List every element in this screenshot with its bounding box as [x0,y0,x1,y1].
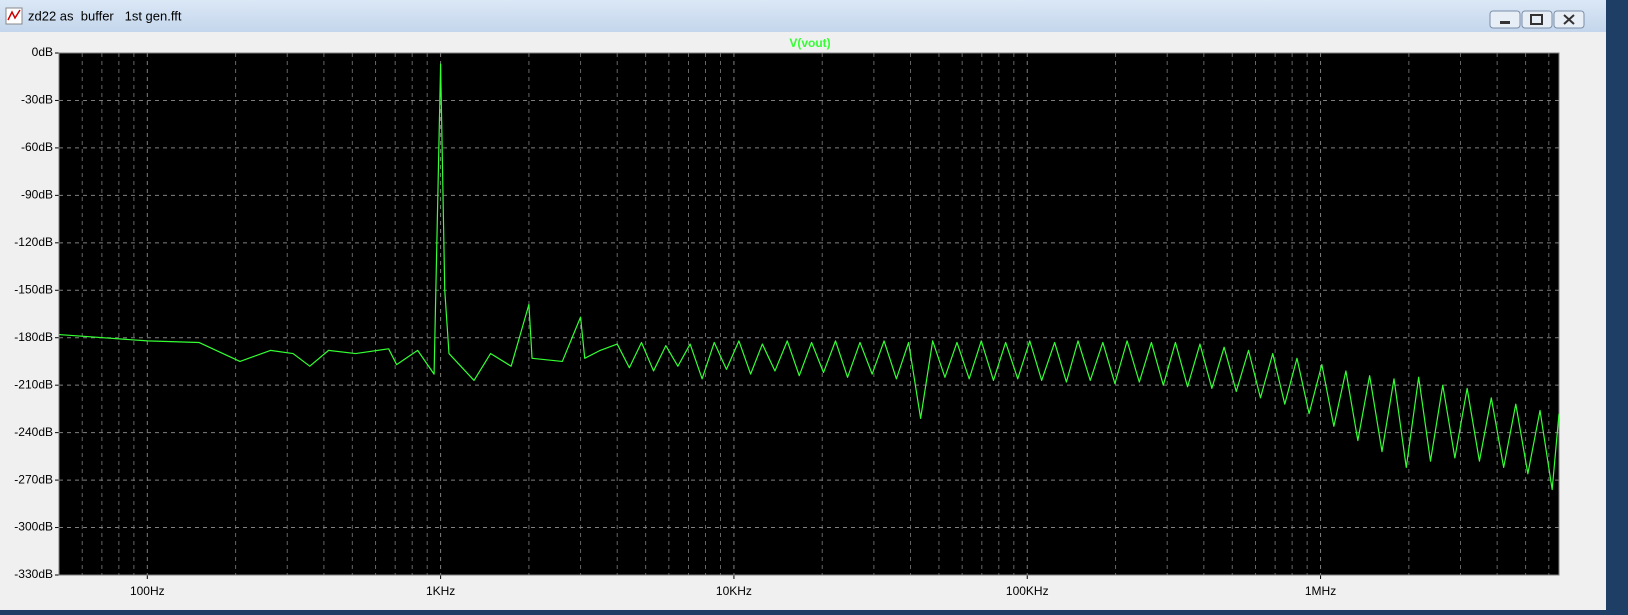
trace [58,63,1560,491]
close-button[interactable] [1553,10,1585,29]
y-tick-label: -240dB [14,425,53,439]
y-tick-label: -300dB [14,520,53,534]
y-tick-label: -210dB [14,377,53,391]
y-tick-label: 0dB [32,45,53,59]
y-tick-label: -330dB [14,567,53,581]
plot-area [59,53,1559,575]
y-tick-label: -60dB [21,140,53,154]
minimize-button[interactable] [1489,10,1521,29]
x-tick-label: 10KHz [716,584,752,598]
x-tick-label: 1MHz [1305,584,1336,598]
window-title: zd22 as buffer 1st gen.fft [28,8,182,23]
y-tick-label: -150dB [14,282,53,296]
y-tick-label: -30dB [21,93,53,107]
app-icon [5,7,23,25]
y-tick-label: -90dB [21,188,53,202]
x-tick-label: 100Hz [130,584,165,598]
x-tick-label: 1KHz [426,584,455,598]
x-tick-label: 100KHz [1006,584,1049,598]
plot-border [58,52,1560,576]
title-bar [0,0,1606,32]
maximize-button[interactable] [1521,10,1553,29]
trace-label: V(vout) [789,36,830,50]
y-tick-label: -120dB [14,235,53,249]
y-tick-label: -180dB [14,330,53,344]
y-tick-label: -270dB [14,472,53,486]
